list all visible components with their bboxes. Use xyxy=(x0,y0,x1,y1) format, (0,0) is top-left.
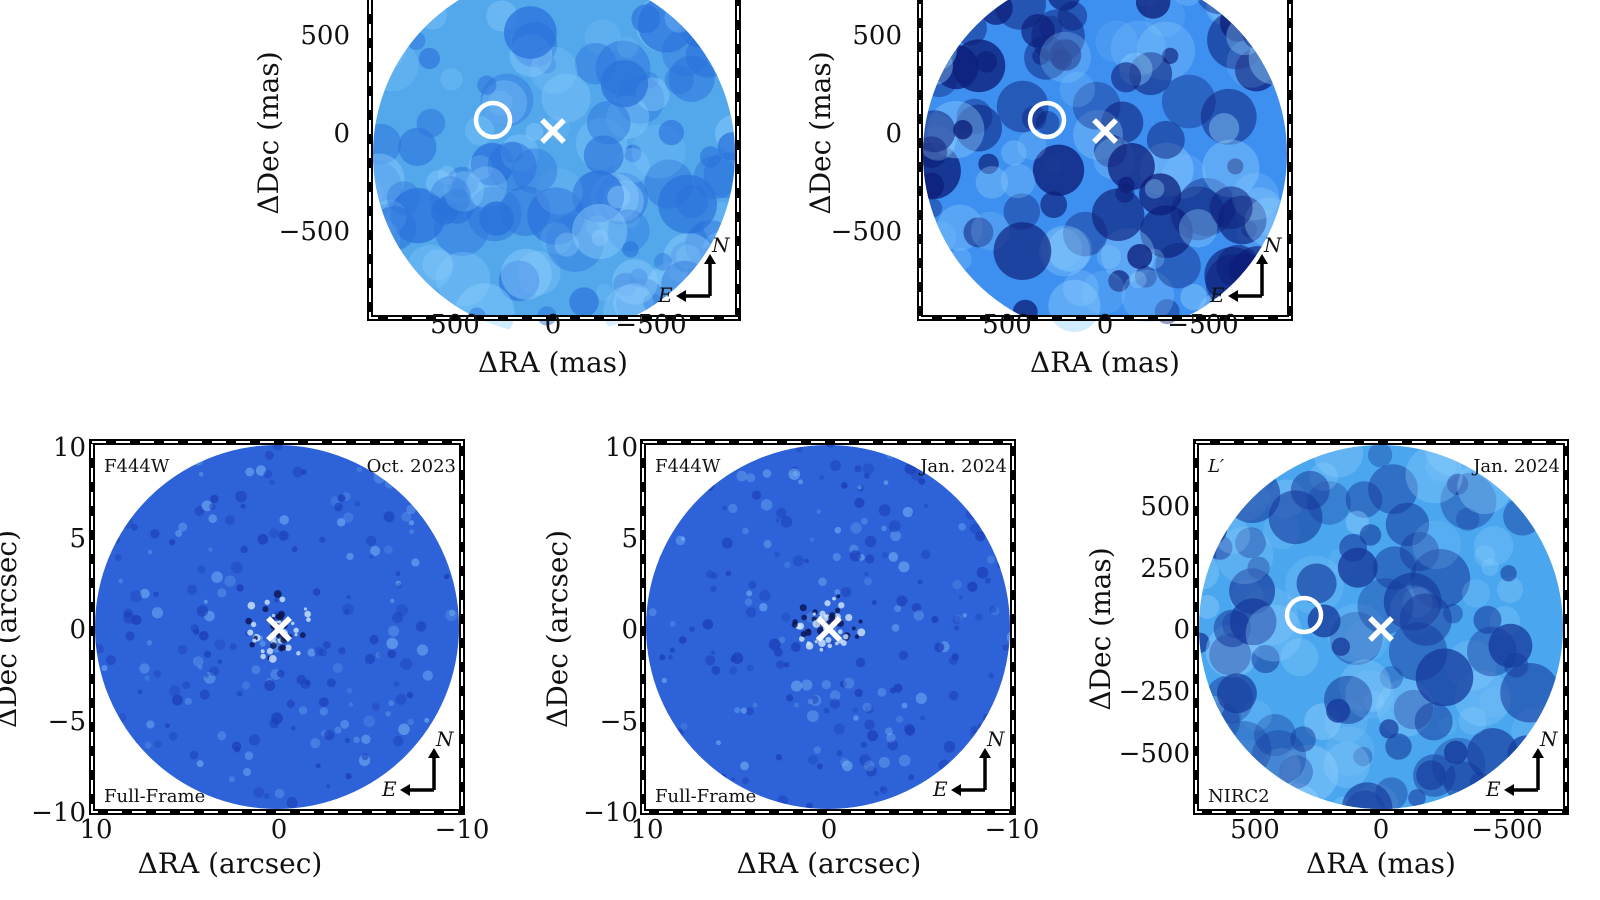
image-disk xyxy=(923,0,1287,336)
filter-label: F444W xyxy=(104,456,170,477)
compass-north-label: N xyxy=(1539,727,1559,751)
companion-circle-marker xyxy=(473,100,513,140)
y-tick-label: 0 xyxy=(69,615,86,645)
compass-arrows: NE xyxy=(657,233,731,307)
x-axis-label: ΔRA (mas) xyxy=(1030,346,1180,379)
y-axis-label: ΔDec (arcsec) xyxy=(0,530,23,728)
y-tick-label: −500 xyxy=(279,217,350,247)
compass-east-label: E xyxy=(381,777,397,801)
y-tick-label: 500 xyxy=(300,21,350,51)
image-disk xyxy=(373,0,735,335)
y-tick-label: 5 xyxy=(621,524,638,554)
y-tick-label: 10 xyxy=(605,433,638,463)
x-tick-label: 500 xyxy=(982,310,1032,340)
y-tick-label: 5 xyxy=(69,524,86,554)
compass-north-label: N xyxy=(986,727,1006,751)
filter-label: F444W xyxy=(655,456,721,477)
y-tick-label: 0 xyxy=(333,119,350,149)
compass-east-label: E xyxy=(932,777,948,801)
frame-ticks xyxy=(91,441,463,813)
companion-circle-marker xyxy=(1027,100,1067,140)
instrument-label: Full-Frame xyxy=(655,786,756,807)
companion-circle-marker xyxy=(1284,595,1324,635)
x-tick-label: −10 xyxy=(435,815,490,845)
x-tick-label: 0 xyxy=(545,310,562,340)
compass-arrows: NE xyxy=(1209,233,1283,307)
y-tick-label: −10 xyxy=(583,798,638,828)
star-position-x-marker xyxy=(1092,118,1118,144)
date-label: Oct. 2023 xyxy=(367,456,456,477)
compass-north-label: N xyxy=(435,727,455,751)
frame-ticks xyxy=(1195,441,1567,813)
x-tick-label: 10 xyxy=(79,815,112,845)
date-label: Jan. 2024 xyxy=(918,456,1007,477)
y-tick-label: 0 xyxy=(885,119,902,149)
y-tick-label: 0 xyxy=(1173,615,1190,645)
y-tick-label: 0 xyxy=(621,615,638,645)
compass-arrows: NE xyxy=(381,727,455,801)
x-axis-label: ΔRA (mas) xyxy=(478,346,628,379)
star-position-x-marker xyxy=(1368,616,1394,642)
frame-ticks xyxy=(369,0,739,319)
filter-label: L′ xyxy=(1207,456,1224,477)
x-tick-label: −10 xyxy=(985,815,1040,845)
x-axis-label: ΔRA (arcsec) xyxy=(138,847,323,880)
x-tick-label: −500 xyxy=(1167,310,1238,340)
y-tick-label: 500 xyxy=(1140,492,1190,522)
x-tick-label: −500 xyxy=(1471,815,1542,845)
x-tick-label: 0 xyxy=(1097,310,1114,340)
panel-bottom-right: 500 0 −500 500 250 0 −250 −500 ΔRA (mas) ΔDec (ma… xyxy=(1084,439,1569,880)
x-axis-label: ΔRA (arcsec) xyxy=(737,847,922,880)
star-position-x-marker xyxy=(540,118,566,144)
x-axis-label: ΔRA (mas) xyxy=(1306,847,1456,880)
y-tick-label: −500 xyxy=(1119,739,1190,769)
star-position-x-marker xyxy=(266,616,292,642)
y-tick-label: −250 xyxy=(1119,677,1190,707)
compass-east-label: E xyxy=(657,283,673,307)
instrument-label: NIRC2 xyxy=(1208,786,1270,807)
y-tick-label: 10 xyxy=(53,433,86,463)
frame-ticks xyxy=(642,441,1014,813)
x-tick-label: 500 xyxy=(1230,815,1280,845)
y-tick-label: 500 xyxy=(852,21,902,51)
x-tick-label: 0 xyxy=(1373,815,1390,845)
y-axis-label: ΔDec (mas) xyxy=(252,51,285,214)
y-tick-label: −10 xyxy=(31,798,86,828)
y-tick-label: −5 xyxy=(600,707,638,737)
compass-arrows: NE xyxy=(932,727,1006,801)
compass-arrows: NE xyxy=(1485,727,1559,801)
x-tick-label: 0 xyxy=(271,815,288,845)
compass-east-label: E xyxy=(1485,777,1501,801)
frame-ticks xyxy=(919,0,1291,319)
y-axis-label: ΔDec (mas) xyxy=(804,51,837,214)
y-axis-label: ΔDec (mas) xyxy=(1084,547,1117,710)
y-tick-label: −500 xyxy=(831,217,902,247)
date-label: Jan. 2024 xyxy=(1471,456,1560,477)
y-axis-label: ΔDec (arcsec) xyxy=(541,530,574,728)
x-tick-label: 0 xyxy=(821,815,838,845)
compass-east-label: E xyxy=(1209,283,1225,307)
x-tick-label: 500 xyxy=(430,310,480,340)
y-tick-label: −5 xyxy=(48,707,86,737)
compass-north-label: N xyxy=(711,233,731,257)
instrument-label: Full-Frame xyxy=(104,786,205,807)
compass-north-label: N xyxy=(1263,233,1283,257)
x-tick-label: 10 xyxy=(630,815,663,845)
star-position-x-marker xyxy=(816,616,842,642)
y-tick-label: 250 xyxy=(1140,554,1190,584)
x-tick-label: −500 xyxy=(615,310,686,340)
